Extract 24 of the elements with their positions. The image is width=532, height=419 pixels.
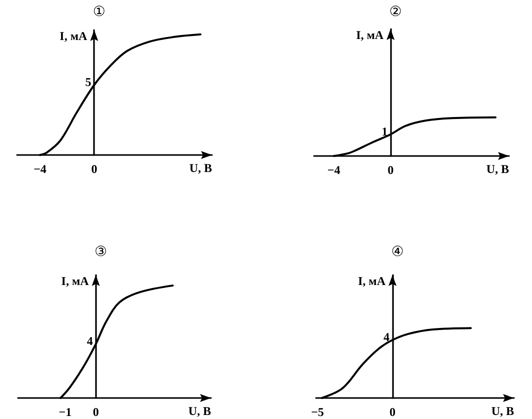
annotation: 4	[384, 330, 390, 344]
chart-title: ③	[94, 244, 108, 260]
x-axis-title: U, В	[188, 404, 211, 418]
y-axis-title: I, мА	[61, 274, 90, 288]
annotation: 4	[86, 334, 93, 348]
chart-title: ①	[92, 4, 106, 20]
x-tick-label: −5	[311, 405, 324, 419]
x-axis-title: U, В	[486, 162, 509, 176]
x-axis-title: U, В	[189, 161, 212, 175]
x-tick-label: 0	[91, 162, 98, 176]
annotation: 5	[85, 75, 92, 90]
x-tick-label: −4	[327, 163, 340, 177]
chart-title: ②	[389, 4, 402, 20]
x-tick-label: 0	[388, 163, 394, 177]
y-axis-title: I, мА	[356, 28, 384, 42]
x-tick-label: −1	[58, 405, 72, 419]
x-axis-title: U, В	[491, 404, 514, 418]
chart-title: ④	[391, 244, 404, 260]
annotation: 1	[382, 124, 388, 138]
y-axis-title: I, мА	[60, 29, 88, 43]
x-tick-label: −4	[34, 162, 46, 176]
x-tick-label: 0	[390, 405, 396, 419]
x-tick-label: 0	[92, 405, 99, 419]
y-axis-title: I, мА	[358, 274, 386, 288]
